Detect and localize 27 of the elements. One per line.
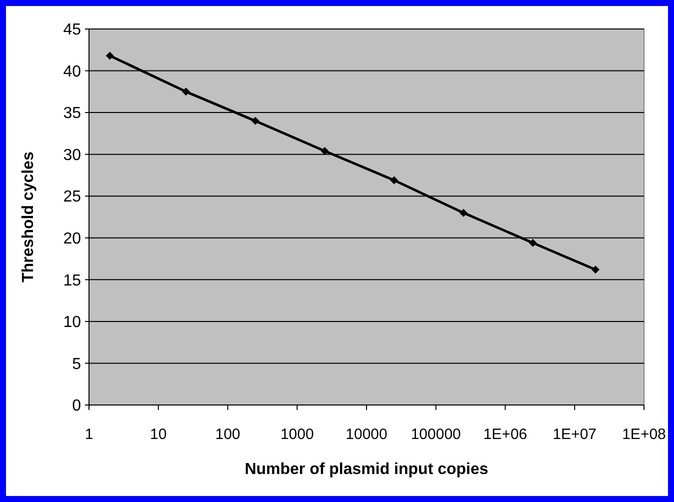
y-axis-title: Threshold cycles <box>20 152 37 282</box>
x-tick-label: 10 <box>150 426 167 443</box>
point <box>251 116 260 125</box>
point <box>390 176 398 184</box>
point <box>320 146 329 155</box>
x-tick-label: 100 <box>215 426 240 443</box>
y-tick-label: 0 <box>72 398 82 415</box>
x-tick-label: 100000 <box>410 426 461 443</box>
point <box>459 208 468 217</box>
y-tick-label: 45 <box>63 22 82 39</box>
y-tick-label: 35 <box>63 105 82 122</box>
x-axis-title: Number of plasmid input copies <box>244 461 488 478</box>
point <box>182 88 190 96</box>
x-tick-label: 10000 <box>346 426 388 443</box>
y-tick-label: 15 <box>63 272 82 290</box>
y-tick-label: 5 <box>72 356 82 373</box>
y-tick-label: 10 <box>63 314 82 332</box>
x-tick-label: 1 <box>84 426 94 443</box>
y-tick-label: 40 <box>63 63 82 80</box>
y-tick-label: 30 <box>63 146 82 164</box>
x-tick-label: 1E+06 <box>483 426 528 443</box>
x-tick-label: 1E+07 <box>552 426 597 443</box>
x-tick-label: 1000 <box>280 426 314 443</box>
point <box>528 238 537 247</box>
x-tick-label: 1E+08 <box>622 426 666 443</box>
y-tick-label: 20 <box>63 230 82 248</box>
y-tick-label: 25 <box>63 188 82 206</box>
